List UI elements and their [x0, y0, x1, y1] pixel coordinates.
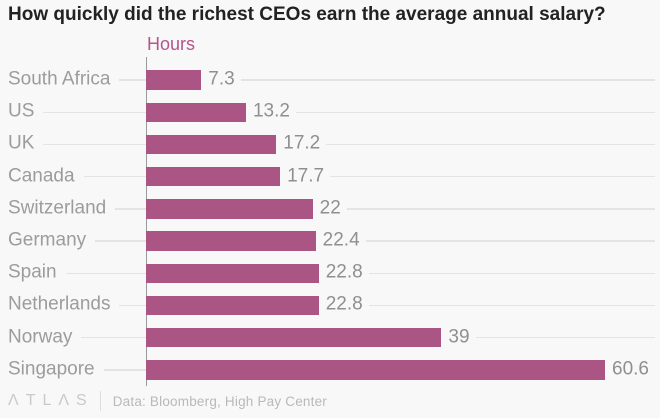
category-label: Singapore — [8, 358, 104, 381]
bar — [146, 102, 246, 123]
y-axis-line — [145, 57, 147, 386]
bar-row: Spain 22.8 — [0, 257, 660, 289]
category-label: Netherlands — [8, 294, 120, 317]
bar — [146, 360, 605, 380]
bar-row: US 13.2 — [0, 96, 660, 128]
row-leader-line — [8, 175, 655, 178]
category-label: Switzerland — [8, 197, 116, 220]
bar-row: UK 17.2 — [0, 128, 660, 160]
bar-row: Netherlands 22.8 — [0, 289, 660, 321]
bar — [146, 166, 281, 187]
atlas-logo: ΛTLΛS — [8, 392, 94, 409]
bar — [146, 263, 319, 284]
unit-axis-label: Hours — [147, 34, 196, 54]
category-label: UK — [8, 133, 44, 156]
value-label: 22.8 — [318, 294, 369, 317]
chart-title: How quickly did the richest CEOs earn th… — [8, 4, 606, 25]
bar-row: South Africa 7.3 — [0, 64, 660, 96]
bar-row: Switzerland 22 — [0, 193, 660, 225]
bar — [146, 231, 316, 251]
value-label: 17.2 — [276, 133, 327, 156]
row-leader-line — [8, 143, 655, 146]
data-source-text: Data: Bloomberg, High Pay Center — [112, 393, 327, 409]
bar-row: Canada 17.7 — [0, 161, 660, 193]
category-label: Norway — [8, 326, 82, 349]
bar — [146, 327, 442, 348]
bar-row: Singapore 60.6 — [0, 354, 660, 386]
bar-chart-plot-area: South Africa 7.3 US 13.2 UK 17.2 Canada 17.7 Swi… — [0, 57, 660, 386]
value-label: 22 — [312, 197, 347, 220]
footer-divider — [99, 391, 101, 411]
bar — [146, 70, 202, 90]
value-label: 7.3 — [201, 68, 241, 91]
category-label: Spain — [8, 261, 66, 284]
bar — [146, 134, 277, 155]
value-label: 22.8 — [318, 261, 369, 284]
row-leader-line — [8, 79, 655, 81]
category-label: South Africa — [8, 68, 120, 91]
category-label: US — [8, 100, 44, 123]
category-label: Germany — [8, 229, 96, 252]
category-label: Canada — [8, 165, 84, 188]
value-label: 13.2 — [245, 100, 296, 123]
value-label: 22.4 — [315, 229, 366, 252]
value-label: 39 — [441, 326, 476, 349]
bar — [146, 199, 313, 219]
value-label: 17.7 — [280, 165, 331, 188]
value-label: 60.6 — [605, 358, 655, 381]
bar-row: Germany 22.4 — [0, 225, 660, 257]
bar-row: Norway 39 — [0, 322, 660, 354]
bar — [146, 295, 319, 316]
row-leader-line — [8, 111, 655, 114]
footer: ΛTLΛS Data: Bloomberg, High Pay Center — [8, 391, 652, 411]
